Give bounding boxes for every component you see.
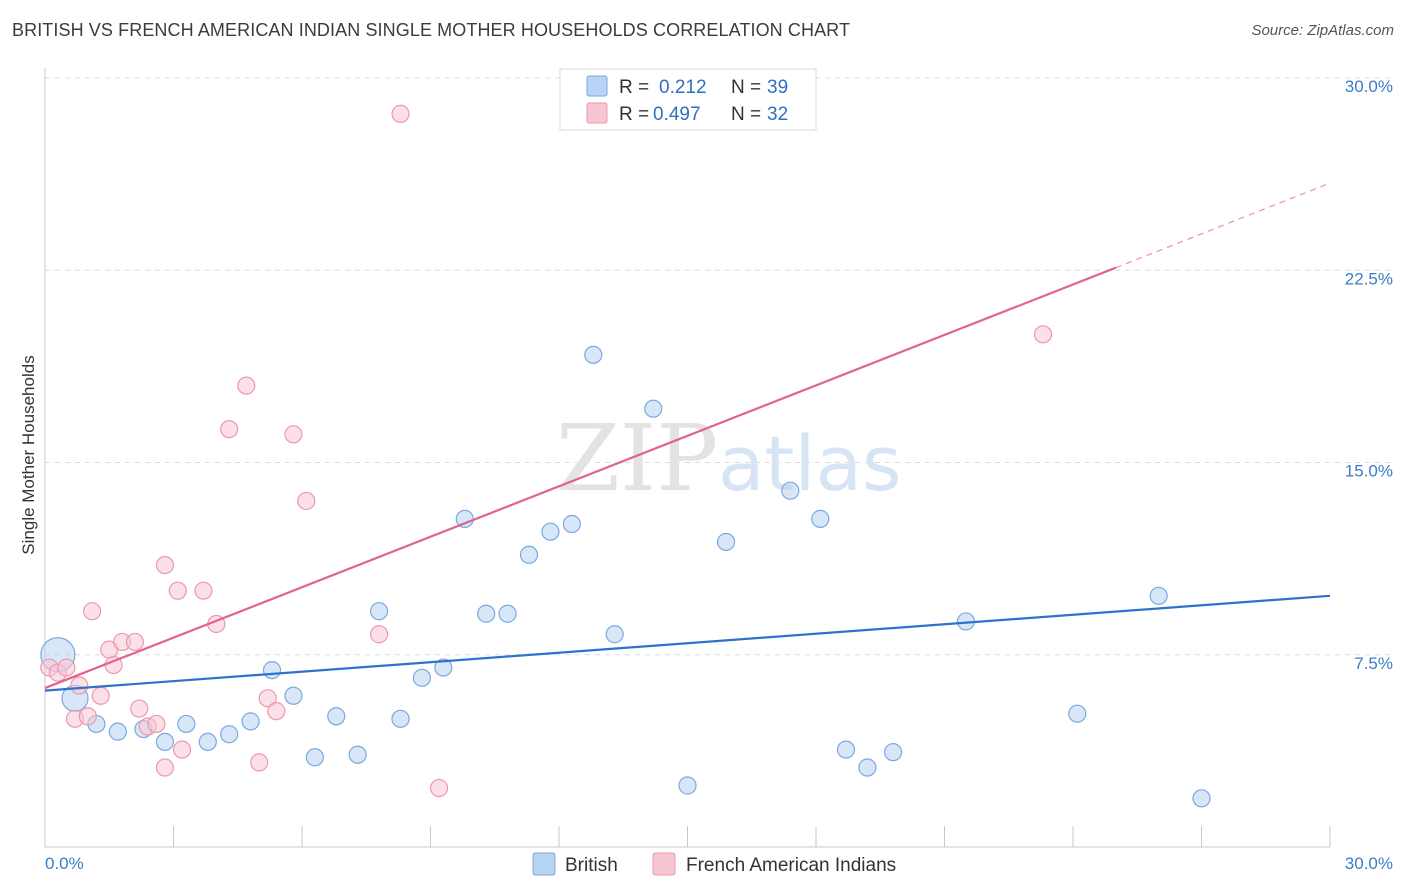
- french-point: [237, 376, 256, 395]
- legend-swatch-british: [586, 75, 608, 97]
- british-point: [781, 481, 800, 500]
- british-point: [155, 732, 175, 752]
- gridlines: [45, 77, 1390, 656]
- british-point: [434, 658, 453, 677]
- legend-r-value-french: 0.497: [653, 104, 701, 125]
- x-tick-label: 30.0%: [1345, 854, 1393, 873]
- british-point: [644, 399, 663, 418]
- british-point: [584, 345, 603, 364]
- legend-r-label-french: R =: [619, 104, 649, 125]
- french-point: [147, 714, 166, 734]
- bottom-legend-french: French American Indians: [686, 855, 896, 876]
- british-point: [305, 748, 324, 767]
- legend-r-value-british: 0.212: [659, 77, 707, 98]
- french-trend-line: [44, 266, 1117, 690]
- bottom-legend: British French American Indians: [532, 852, 896, 876]
- legend-r-label-british: R =: [619, 77, 649, 98]
- british-point: [811, 509, 830, 528]
- french-point: [83, 602, 102, 621]
- legend-n-value-british: 39: [767, 77, 788, 98]
- british-point: [348, 745, 367, 764]
- french-point: [168, 581, 187, 600]
- british-point: [883, 743, 903, 762]
- axes: [44, 68, 1331, 848]
- french-point: [429, 778, 449, 798]
- legend-n-label-british: N =: [731, 77, 761, 98]
- bottom-legend-swatch-french: [652, 852, 676, 876]
- british-point: [370, 602, 389, 621]
- legend-swatch-french: [586, 102, 608, 124]
- french-point: [1033, 325, 1053, 344]
- british-point: [562, 514, 581, 534]
- french-point: [91, 686, 110, 705]
- french-point: [391, 104, 410, 123]
- british-point: [605, 625, 624, 644]
- watermark: ZIP atlas: [556, 405, 902, 512]
- chart-title: BRITISH VS FRENCH AMERICAN INDIAN SINGLE…: [12, 20, 851, 40]
- x-tick-label: 0.0%: [45, 854, 84, 873]
- chart-source: Source: ZipAtlas.com: [1251, 22, 1394, 39]
- french-point: [155, 555, 175, 575]
- french-point: [172, 740, 192, 759]
- french-point: [297, 491, 316, 511]
- british-point: [477, 604, 496, 623]
- british-trend-line: [44, 594, 1331, 692]
- french-point: [194, 581, 213, 600]
- y-tick-label: 7.5%: [1354, 654, 1393, 673]
- british-point: [541, 522, 560, 541]
- bottom-legend-british: British: [565, 855, 618, 876]
- british-point: [858, 758, 877, 777]
- british-point: [391, 709, 410, 728]
- british-point: [678, 776, 697, 795]
- british-point: [1068, 704, 1087, 723]
- tick-labels: 7.5% 15.0% 22.5% 30.0% 0.0% 30.0%: [45, 77, 1393, 873]
- bottom-legend-swatch-british: [532, 852, 556, 876]
- y-tick-label: 30.0%: [1345, 77, 1393, 96]
- french-point: [370, 625, 389, 644]
- british-point: [284, 686, 303, 705]
- british-point: [241, 712, 260, 731]
- y-tick-label: 22.5%: [1345, 269, 1393, 288]
- british-point: [1192, 789, 1211, 808]
- british-point: [108, 722, 127, 741]
- data-points: [40, 104, 1211, 808]
- british-point: [198, 732, 217, 752]
- watermark-zip: ZIP: [556, 405, 718, 512]
- french-point: [267, 702, 286, 721]
- british-point: [836, 740, 856, 759]
- y-tick-label: 15.0%: [1345, 462, 1393, 481]
- british-point: [327, 707, 346, 726]
- french-point: [70, 676, 89, 695]
- french-point: [155, 758, 175, 777]
- legend-box: R = 0.212 N = 39 R = 0.497 N = 32: [559, 68, 817, 131]
- british-point: [519, 545, 539, 564]
- trend-lines: [44, 182, 1331, 692]
- french-point: [250, 753, 269, 772]
- british-point: [220, 725, 239, 744]
- british-point: [262, 661, 282, 680]
- french-point: [130, 699, 149, 718]
- french-trend-extension: [1115, 182, 1331, 269]
- french-point: [258, 689, 277, 708]
- french-point: [57, 658, 76, 677]
- french-point: [125, 632, 145, 652]
- legend-n-label-french: N =: [731, 104, 761, 125]
- french-point: [220, 420, 239, 439]
- british-point: [716, 532, 736, 552]
- british-point: [177, 714, 196, 734]
- british-point: [498, 604, 517, 623]
- y-axis-label: Single Mother Households: [19, 355, 38, 554]
- watermark-atlas: atlas: [718, 419, 902, 508]
- french-point: [284, 425, 303, 444]
- british-point: [412, 668, 432, 687]
- french-point: [78, 707, 97, 726]
- legend-n-value-french: 32: [767, 104, 788, 125]
- british-point: [1149, 586, 1168, 605]
